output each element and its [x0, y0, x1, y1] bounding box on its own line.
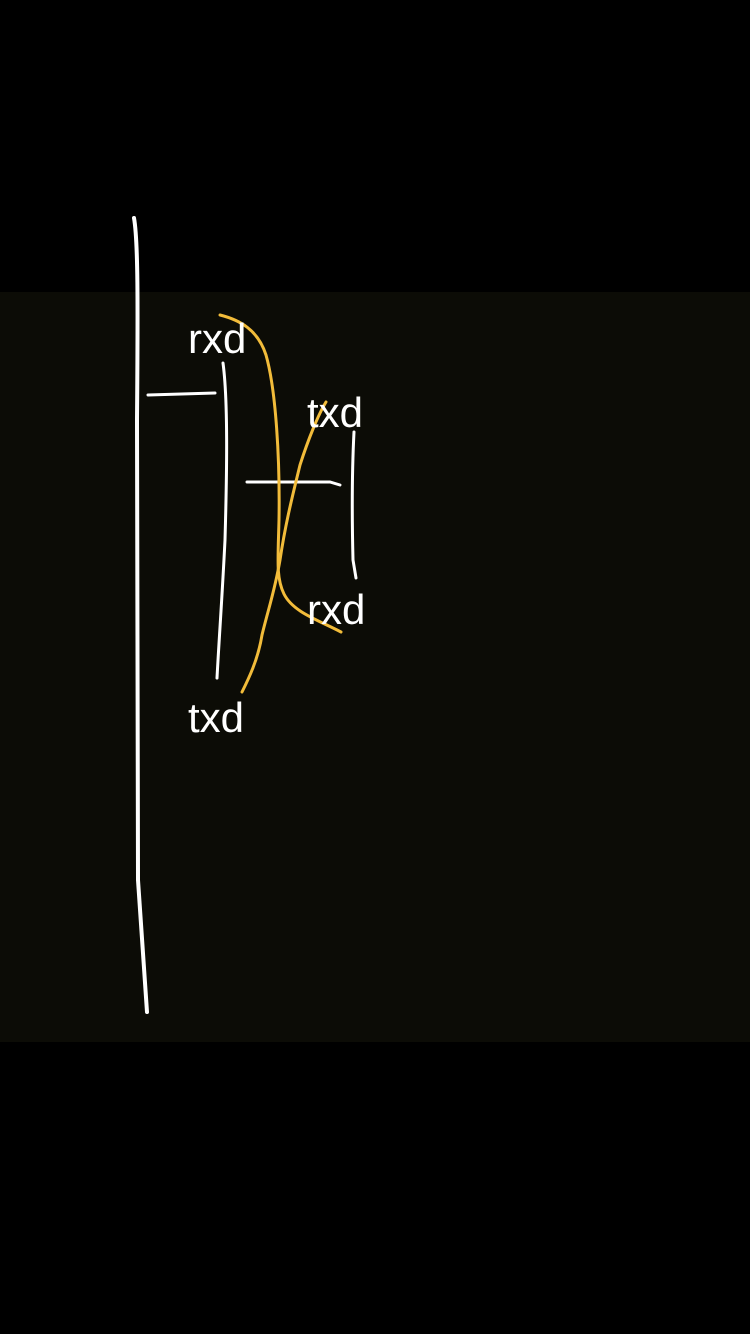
right-inner-vertical-line — [350, 430, 358, 580]
left-inner-vertical-line — [215, 361, 229, 680]
main-vertical-line — [132, 216, 149, 1014]
label-txd-right: txd — [307, 389, 363, 436]
middle-horizontal-stub — [245, 480, 342, 487]
label-rxd-right: rxd — [307, 586, 365, 633]
left-horizontal-stub — [146, 391, 217, 397]
label-rxd-left: rxd — [188, 315, 246, 362]
label-txd-left: txd — [188, 694, 244, 741]
yellow-wire-rxd-to-rxd — [218, 313, 343, 634]
yellow-wire-txd-to-txd — [240, 400, 328, 694]
drawing-canvas-area — [0, 292, 750, 1042]
